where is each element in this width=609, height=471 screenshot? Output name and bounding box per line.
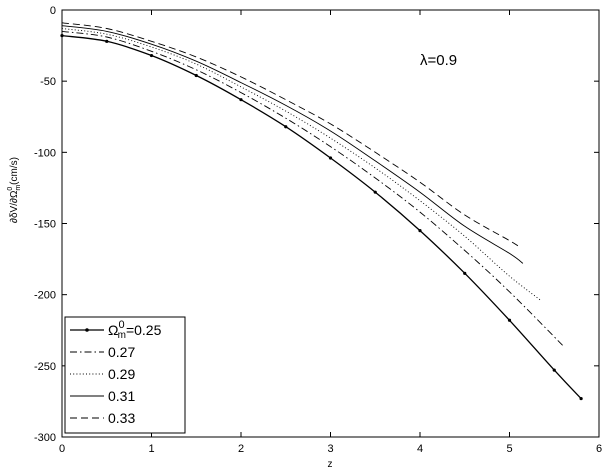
x-tick-label: 5 bbox=[506, 443, 512, 455]
legend: Ω0 m=0.25 0.27 0.29 0.31 0.33 bbox=[64, 316, 186, 434]
x-tick-label: 6 bbox=[596, 443, 602, 455]
y-tick-label: -250 bbox=[34, 361, 56, 373]
legend-label-0.33: 0.33 bbox=[108, 410, 135, 426]
legend-label-0.31: 0.31 bbox=[108, 388, 135, 404]
legend-label-0.29: 0.29 bbox=[108, 366, 135, 382]
lambda-annotation: λ=0.9 bbox=[420, 52, 457, 69]
data-point bbox=[328, 156, 333, 160]
data-point bbox=[579, 396, 583, 401]
x-tick-label: 0 bbox=[59, 443, 65, 455]
y-tick-label: -300 bbox=[34, 432, 56, 444]
series-line-0.29 bbox=[61, 28, 542, 301]
y-axis-label: ∂δV/∂Ω0m(cm/s) bbox=[7, 157, 22, 223]
x-tick-label: 3 bbox=[327, 443, 333, 455]
legend-box bbox=[64, 316, 186, 434]
data-point bbox=[284, 125, 288, 129]
data-point bbox=[373, 190, 377, 194]
y-tick-label: -50 bbox=[40, 76, 56, 88]
data-point bbox=[194, 73, 198, 78]
y-tick-label: 0 bbox=[50, 5, 56, 17]
data-point bbox=[552, 368, 556, 372]
y-axis-ticks: 0 -50 -100 -150 -200 -250 -300 bbox=[34, 5, 599, 444]
markers bbox=[60, 34, 583, 401]
x-tick-label: 1 bbox=[148, 443, 154, 455]
x-axis-ticks: 0 1 2 3 4 5 6 bbox=[59, 10, 602, 455]
series-line-0.33 bbox=[61, 22, 519, 247]
y-tick-label: -200 bbox=[34, 290, 56, 302]
series-line-0.31 bbox=[61, 25, 524, 264]
x-tick-label: 4 bbox=[417, 443, 423, 455]
data-point bbox=[463, 271, 467, 275]
x-tick-label: 2 bbox=[238, 443, 244, 455]
legend-label-0.27: 0.27 bbox=[108, 344, 135, 360]
y-tick-label: -100 bbox=[34, 147, 56, 159]
data-point bbox=[239, 98, 243, 102]
data-point bbox=[105, 39, 109, 43]
data-point bbox=[418, 229, 422, 233]
x-axis-label: z bbox=[328, 459, 333, 470]
series-line-0.27 bbox=[61, 30, 564, 347]
y-tick-label: -150 bbox=[34, 219, 56, 231]
data-point bbox=[507, 318, 512, 322]
legend-label-0.25: Ω0 m=0.25 bbox=[108, 319, 162, 341]
legend-marker bbox=[85, 328, 89, 332]
data-point bbox=[149, 53, 154, 58]
